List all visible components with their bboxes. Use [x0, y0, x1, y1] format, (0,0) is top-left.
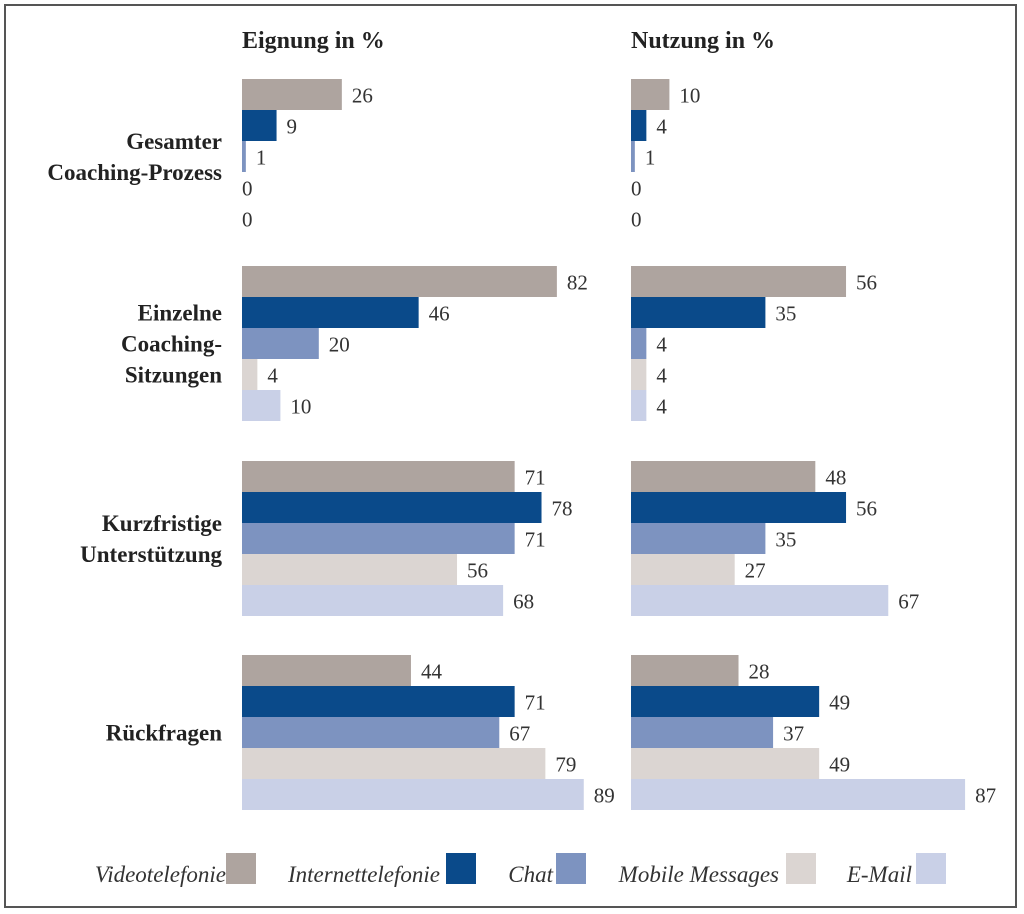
legend-swatch	[916, 853, 946, 884]
bar-eignung	[242, 328, 319, 359]
data-label-nutzung: 4	[656, 395, 667, 419]
grouped-bar-chart: Eignung in % Nutzung in % Gesamter Coaching…	[47, 28, 996, 887]
bar-nutzung	[631, 461, 816, 492]
bar-nutzung	[631, 655, 739, 686]
data-label-eignung: 0	[242, 177, 253, 201]
data-label-nutzung: 28	[749, 660, 770, 684]
legend-label: Chat	[508, 862, 553, 887]
bar-eignung	[242, 79, 342, 110]
bar-eignung	[242, 554, 458, 585]
bar-eignung	[242, 748, 546, 779]
legend-swatch	[226, 853, 256, 884]
data-label-eignung: 10	[290, 395, 311, 419]
data-label-eignung: 26	[352, 84, 373, 108]
group-label: Einzelne	[138, 301, 222, 326]
data-label-nutzung: 0	[631, 208, 642, 232]
data-label-nutzung: 48	[825, 466, 846, 490]
panel-title-nutzung: Nutzung in %	[631, 28, 775, 54]
group-label: Coaching-	[121, 332, 222, 357]
legend-label: Internettelefonie	[287, 862, 440, 887]
bar-nutzung	[631, 141, 635, 172]
bar-nutzung	[631, 266, 847, 297]
bar-nutzung	[631, 110, 647, 141]
data-label-eignung: 71	[525, 691, 546, 715]
bar-eignung	[242, 585, 504, 616]
legend-label: Videotelefonie	[95, 862, 226, 887]
data-label-eignung: 71	[525, 528, 546, 552]
bar-nutzung	[631, 748, 820, 779]
bar-nutzung	[631, 523, 766, 554]
data-label-nutzung: 56	[856, 497, 877, 521]
bar-nutzung	[631, 717, 774, 748]
bar-eignung	[242, 266, 557, 297]
group-label: Unterstützung	[80, 542, 222, 567]
bar-eignung	[242, 141, 246, 172]
group-label: Rückfragen	[106, 721, 222, 746]
bar-eignung	[242, 359, 258, 390]
bar-eignung	[242, 655, 411, 686]
bar-eignung	[242, 297, 419, 328]
bar-nutzung	[631, 79, 670, 110]
chart-frame: Eignung in % Nutzung in % Gesamter Coaching…	[4, 4, 1017, 908]
data-label-eignung: 89	[594, 784, 615, 808]
data-label-eignung: 67	[509, 722, 530, 746]
data-label-nutzung: 49	[829, 753, 850, 777]
group-label: Kurzfristige	[102, 511, 222, 536]
bar-nutzung	[631, 390, 647, 421]
data-label-nutzung: 35	[775, 302, 796, 326]
data-label-eignung: 0	[242, 208, 253, 232]
group-label: Sitzungen	[125, 363, 222, 388]
legend-label: E-Mail	[846, 862, 912, 887]
data-label-eignung: 56	[467, 559, 488, 583]
bar-eignung	[242, 523, 515, 554]
legend-swatch	[786, 853, 816, 884]
panel-title-eignung: Eignung in %	[242, 28, 385, 54]
bar-nutzung	[631, 779, 966, 810]
data-label-eignung: 82	[567, 271, 588, 295]
data-label-nutzung: 37	[783, 722, 804, 746]
data-label-nutzung: 27	[745, 559, 766, 583]
bar-eignung	[242, 110, 277, 141]
data-label-nutzung: 87	[975, 784, 996, 808]
bar-nutzung	[631, 297, 766, 328]
data-label-nutzung: 4	[656, 333, 667, 357]
data-label-eignung: 44	[421, 660, 443, 684]
data-label-eignung: 71	[525, 466, 546, 490]
data-label-nutzung: 56	[856, 271, 877, 295]
bar-nutzung	[631, 686, 820, 717]
data-label-eignung: 78	[552, 497, 573, 521]
bar-nutzung	[631, 328, 647, 359]
data-label-eignung: 46	[429, 302, 450, 326]
data-label-eignung: 9	[287, 115, 298, 139]
bar-eignung	[242, 717, 500, 748]
data-label-nutzung: 49	[829, 691, 850, 715]
bar-eignung	[242, 686, 515, 717]
group-label: Coaching-Prozess	[47, 160, 222, 185]
group-label: Gesamter	[126, 129, 222, 154]
bar-nutzung	[631, 554, 735, 585]
bar-eignung	[242, 492, 542, 523]
bar-eignung	[242, 779, 584, 810]
bar-eignung	[242, 461, 515, 492]
bar-nutzung	[631, 359, 647, 390]
data-label-nutzung: 4	[656, 115, 667, 139]
bar-nutzung	[631, 492, 847, 523]
data-label-nutzung: 35	[775, 528, 796, 552]
bar-nutzung	[631, 585, 889, 616]
data-label-eignung: 68	[513, 590, 534, 614]
data-label-nutzung: 4	[656, 364, 667, 388]
data-label-eignung: 20	[329, 333, 350, 357]
bar-eignung	[242, 390, 281, 421]
data-label-eignung: 4	[267, 364, 278, 388]
legend-swatch	[556, 853, 586, 884]
data-label-eignung: 1	[256, 146, 267, 170]
data-label-eignung: 79	[555, 753, 576, 777]
data-label-nutzung: 1	[645, 146, 656, 170]
legend-swatch	[446, 853, 476, 884]
data-label-nutzung: 67	[898, 590, 919, 614]
data-label-nutzung: 0	[631, 177, 642, 201]
data-label-nutzung: 10	[679, 84, 700, 108]
legend-label: Mobile Messages	[618, 862, 779, 887]
